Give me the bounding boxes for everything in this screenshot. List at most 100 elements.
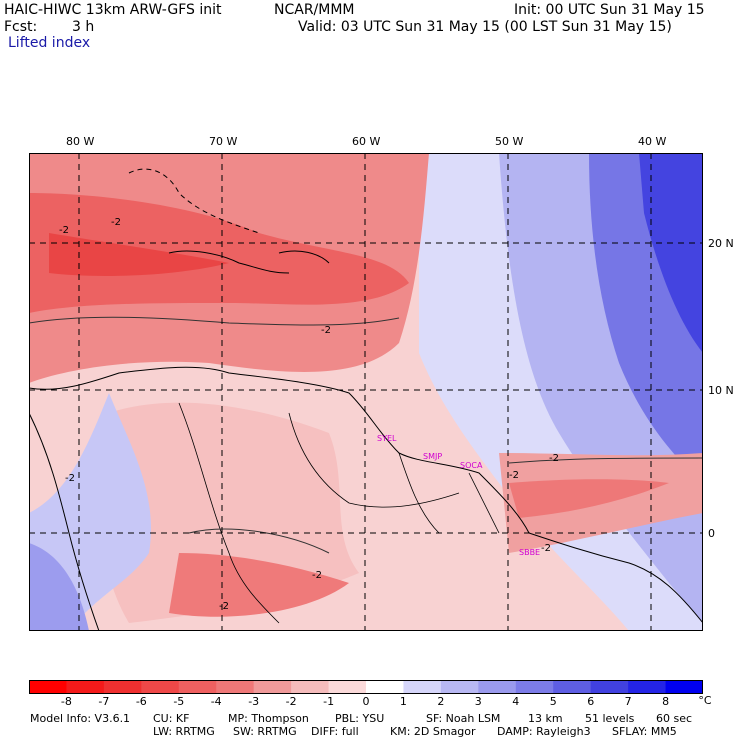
color-scale-segment xyxy=(403,680,442,694)
country-border-suriname xyxy=(468,472,500,534)
color-scale-segment xyxy=(29,680,67,694)
color-scale-tick-label: 3 xyxy=(474,695,482,708)
cuba-coastline xyxy=(128,168,260,234)
lon-label-60w: 60 W xyxy=(352,135,381,148)
contour-label: -2 xyxy=(59,225,69,236)
color-scale-tick-label: -6 xyxy=(135,695,147,708)
color-scale-segment xyxy=(216,680,255,694)
valid-time: Valid: 03 UTC Sun 31 May 15 (00 LST Sun … xyxy=(298,19,672,35)
surface-scheme: SF: Noah LSM xyxy=(426,712,501,725)
lon-label-80w: 80 W xyxy=(66,135,95,148)
contour-label: -2 xyxy=(321,325,331,336)
contour-line-minus2-caribbean xyxy=(29,316,400,326)
forecast-hour: 3 h xyxy=(72,19,95,35)
init-time: Init: 00 UTC Sun 31 May 15 xyxy=(514,2,705,18)
color-scale-tick-label: 5 xyxy=(549,695,557,708)
shortwave-scheme: SW: RRTMG xyxy=(233,725,297,738)
color-scale-tick-label: 7 xyxy=(624,695,632,708)
contour-label: -2 xyxy=(65,473,75,484)
longwave-scheme: LW: RRTMG xyxy=(153,725,215,738)
diffusion-option: DIFF: full xyxy=(311,725,359,738)
contour-label: -2 xyxy=(312,570,322,581)
amazon-unstable-patch xyxy=(169,553,349,617)
model-title: HAIC-HIWC 13km ARW-GFS init xyxy=(4,2,222,18)
station-label-syel: SYEL xyxy=(377,434,397,443)
color-scale-tick-label: 4 xyxy=(512,695,520,708)
lon-label-70w: 70 W xyxy=(209,135,238,148)
contour-label: -2 xyxy=(219,601,229,612)
field-name: Lifted index xyxy=(8,35,91,51)
color-scale-segment xyxy=(103,680,142,694)
color-scale-tick-label: 2 xyxy=(437,695,445,708)
south-america-coastline xyxy=(29,366,703,624)
color-scale-tick-label: -1 xyxy=(323,695,335,708)
lat-lon-grid xyxy=(29,153,703,631)
station-label-smjp: SMJP xyxy=(423,452,443,461)
damping-option: DAMP: Rayleigh3 xyxy=(497,725,591,738)
eddy-coefficient: KM: 2D Smagor xyxy=(390,725,476,738)
lat-label-20n: 20 N xyxy=(708,237,734,250)
color-scale-tick-label: -7 xyxy=(98,695,110,708)
color-scale-tick-label: 8 xyxy=(662,695,670,708)
model-info: Model Info: V3.6.1 xyxy=(30,712,131,725)
forecast-label: Fcst: xyxy=(4,19,38,35)
color-scale-tick-label: -3 xyxy=(248,695,260,708)
color-scale-segment xyxy=(291,680,330,694)
puerto-rico-coastline xyxy=(278,250,330,264)
color-scale-bar xyxy=(29,680,703,694)
color-scale-segment xyxy=(553,680,592,694)
station-label-soca: SOCA xyxy=(460,461,483,470)
color-scale-segment xyxy=(590,680,629,694)
color-scale-segment xyxy=(440,680,479,694)
lon-label-50w: 50 W xyxy=(495,135,524,148)
country-border-west xyxy=(178,402,280,624)
pbl-scheme: PBL: YSU xyxy=(335,712,385,725)
map-frame xyxy=(29,153,703,631)
contour-label: -2 xyxy=(111,217,121,228)
equatorial-core-band xyxy=(509,479,669,518)
lifted-index-map: -2 -2 -2 -2 -2 -2 -2 -2 -2 xyxy=(29,153,703,631)
country-border-north xyxy=(288,412,460,508)
time-step: 60 sec xyxy=(656,712,693,725)
color-scale-tick-label: -5 xyxy=(173,695,185,708)
color-scale-segment xyxy=(665,680,703,694)
contour-label: -2 xyxy=(509,470,519,481)
color-scale-segment xyxy=(178,680,217,694)
color-scale-segment xyxy=(366,680,404,694)
contour-line-minus2-amazon xyxy=(188,528,330,554)
contour-label: -2 xyxy=(541,543,551,554)
country-border-guyana xyxy=(398,452,440,534)
color-scale-tick-label: -4 xyxy=(210,695,222,708)
cumulus-scheme: CU: KF xyxy=(153,712,190,725)
center-label: NCAR/MMM xyxy=(274,2,355,18)
color-scale-segment xyxy=(253,680,292,694)
color-scale-tick-label: -8 xyxy=(60,695,72,708)
caribbean-core-instability xyxy=(49,233,229,276)
grid-resolution: 13 km xyxy=(528,712,563,725)
color-scale-segment xyxy=(515,680,554,694)
color-scale-segment xyxy=(328,680,367,694)
microphysics-scheme: MP: Thompson xyxy=(228,712,309,725)
contour-label: -2 xyxy=(549,453,559,464)
color-scale-tick-label: 1 xyxy=(399,695,407,708)
surface-layer-scheme: SFLAY: MM5 xyxy=(612,725,677,738)
color-scale-segment xyxy=(478,680,517,694)
lon-label-40w: 40 W xyxy=(638,135,667,148)
lat-label-0: 0 xyxy=(708,527,715,540)
caribbean-strong-instability xyxy=(29,193,409,313)
color-scale-segment xyxy=(141,680,180,694)
station-label-sbbe: SBBE xyxy=(519,548,541,557)
color-scale-frame xyxy=(29,680,703,694)
color-scale-segment xyxy=(628,680,667,694)
color-scale-tick-label: 0 xyxy=(362,695,370,708)
pacific-stable-corner xyxy=(29,543,89,631)
hispaniola-coastline xyxy=(168,250,290,274)
unit-label: °C xyxy=(698,694,712,707)
color-scale-segment xyxy=(66,680,105,694)
color-scale-tick-label: -2 xyxy=(285,695,297,708)
lat-label-10n: 10 N xyxy=(708,384,734,397)
color-scale-tick-label: 6 xyxy=(587,695,595,708)
pacific-coastline xyxy=(29,412,100,631)
contour-line-minus2-atlantic xyxy=(508,457,703,464)
vertical-levels: 51 levels xyxy=(585,712,635,725)
